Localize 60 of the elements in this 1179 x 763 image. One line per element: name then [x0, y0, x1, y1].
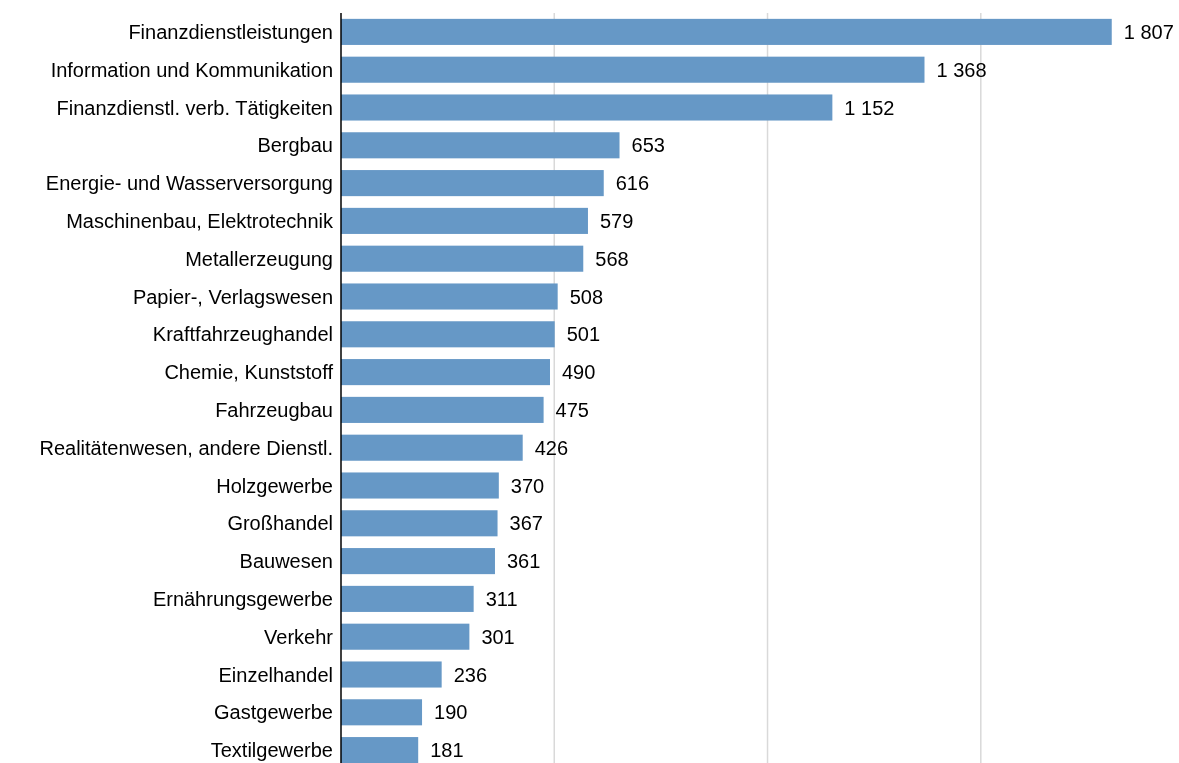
y-tick-label: Holzgewerbe — [216, 474, 333, 497]
y-tick-label: Finanzdienstl. verb. Tätigkeiten — [56, 96, 333, 119]
bar — [341, 548, 495, 575]
data-label: 426 — [534, 436, 569, 459]
bar — [341, 18, 1112, 45]
y-tick-label: Kraftfahrzeughandel — [152, 323, 333, 346]
data-label: 653 — [631, 134, 665, 157]
bar — [341, 472, 499, 499]
y-tick-label: Textilgewerbe — [210, 739, 333, 762]
y-tick-label: Einzelhandel — [218, 663, 333, 686]
data-label: 490 — [562, 361, 596, 384]
data-label: 1 807 — [1123, 20, 1174, 43]
data-label: 475 — [555, 398, 589, 421]
data-label: 508 — [569, 285, 604, 308]
data-label: 616 — [615, 172, 650, 195]
data-label: 579 — [599, 209, 634, 232]
y-tick-label: Gastgewerbe — [214, 701, 333, 724]
data-label: 501 — [566, 323, 601, 346]
bar — [341, 207, 588, 234]
bar — [341, 56, 925, 83]
bar — [341, 170, 604, 197]
data-label: 367 — [509, 512, 543, 535]
bar — [341, 623, 470, 650]
y-tick-label: Verkehr — [264, 625, 334, 648]
bar — [341, 245, 584, 272]
data-label: 181 — [430, 739, 464, 762]
bar — [341, 661, 442, 688]
y-tick-label: Chemie, Kunststoff — [164, 361, 334, 384]
y-tick-label: Maschinenbau, Elektrotechnik — [66, 209, 334, 232]
bar — [341, 359, 550, 386]
y-tick-label: Fahrzeugbau — [215, 398, 333, 421]
data-label: 361 — [506, 550, 541, 573]
bar — [341, 94, 833, 121]
bar — [341, 132, 620, 159]
y-tick-label: Metallerzeugung — [185, 247, 333, 270]
y-tick-label: Bauwesen — [239, 550, 333, 573]
data-label: 190 — [434, 701, 468, 724]
bar — [341, 283, 558, 310]
data-label: 568 — [595, 247, 629, 270]
y-tick-label: Energie- und Wasserversorgung — [45, 172, 333, 195]
data-label: 1 152 — [844, 96, 895, 119]
data-label: 370 — [510, 474, 545, 497]
data-label: 301 — [481, 625, 515, 648]
data-label: 236 — [453, 663, 488, 686]
bar — [341, 396, 544, 423]
y-tick-label: Papier-, Verlagswesen — [132, 285, 333, 308]
bar — [341, 699, 423, 726]
bar — [341, 434, 523, 461]
y-tick-label: Ernährungsgewerbe — [152, 587, 333, 610]
y-tick-label: Realitätenwesen, andere Dienstl. — [39, 436, 333, 459]
bar — [341, 737, 419, 763]
data-label: 311 — [485, 587, 518, 610]
data-label: 1 368 — [936, 58, 987, 81]
bar — [341, 510, 498, 537]
y-tick-label: Information und Kommunikation — [50, 58, 333, 81]
y-tick-label: Großhandel — [227, 512, 333, 535]
bar — [341, 585, 474, 612]
y-tick-label: Bergbau — [257, 134, 333, 157]
bar — [341, 321, 555, 348]
y-tick-label: Finanzdienstleistungen — [128, 20, 333, 43]
